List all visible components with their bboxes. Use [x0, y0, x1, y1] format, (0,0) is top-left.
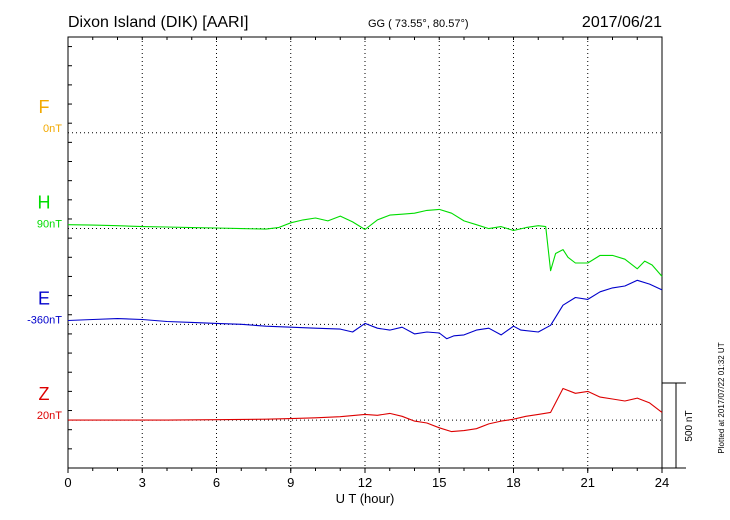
x-tick-label: 3: [139, 475, 146, 490]
x-tick-label: 0: [64, 475, 71, 490]
scale-bar: 500 nT: [662, 382, 695, 469]
component-label-h: H: [38, 193, 51, 213]
x-tick-label: 12: [358, 475, 372, 490]
x-tick-label: 18: [506, 475, 520, 490]
plotted-at-note: Plotted at 2017/07/22 01:32 UT: [717, 342, 726, 453]
baseline-label-f: 0nT: [43, 123, 62, 135]
baseline-label-h: 90nT: [37, 219, 62, 231]
series-line-z: [68, 387, 663, 433]
component-label-z: Z: [39, 384, 50, 404]
x-tick-label: 21: [581, 475, 595, 490]
x-tick-label: 9: [287, 475, 294, 490]
coordinates-label: GG ( 73.55°, 80.57°): [368, 18, 469, 30]
station-title: Dixon Island (DIK) [AARI]: [68, 14, 249, 31]
x-tick-label: 6: [213, 475, 220, 490]
date-label: 2017/06/21: [582, 14, 662, 31]
series-labels: F 0nT H 90nT E -360nT Z 20nT: [27, 97, 62, 422]
scale-bar-label: 500 nT: [684, 410, 695, 441]
series-lines: [67, 208, 663, 433]
series-line-e: [67, 279, 663, 340]
series-line-h: [67, 208, 663, 277]
x-tick-label: 15: [432, 475, 446, 490]
x-axis-label: U T (hour): [336, 491, 395, 506]
grid: [68, 37, 662, 468]
component-label-e: E: [38, 288, 50, 308]
component-label-f: F: [39, 97, 50, 117]
x-tick-label: 24: [655, 475, 669, 490]
baseline-label-e: -360nT: [27, 314, 62, 326]
axis-ticks: 0 3 6 9 12 15 18 21 24: [64, 37, 669, 490]
baseline-label-z: 20nT: [37, 410, 62, 422]
